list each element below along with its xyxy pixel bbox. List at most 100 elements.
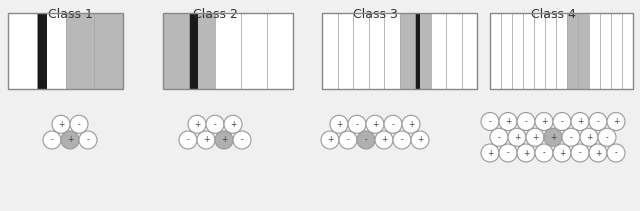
Circle shape [481, 112, 499, 130]
Text: +: + [532, 133, 538, 142]
Bar [578, 13, 589, 89]
Circle shape [517, 112, 535, 130]
Circle shape [357, 131, 375, 149]
Circle shape [233, 131, 251, 149]
Circle shape [553, 144, 571, 162]
Text: +: + [230, 120, 236, 129]
Circle shape [330, 115, 348, 133]
Circle shape [402, 115, 420, 133]
Circle shape [179, 131, 197, 149]
Text: +: + [586, 133, 592, 142]
Bar [415, 13, 431, 89]
Text: Class 1: Class 1 [47, 8, 92, 21]
Circle shape [499, 144, 517, 162]
Bar [189, 13, 215, 89]
Bar [8, 13, 123, 89]
Circle shape [339, 131, 357, 149]
Circle shape [206, 115, 224, 133]
Text: Class 4: Class 4 [531, 8, 575, 21]
Text: +: + [550, 133, 556, 142]
Circle shape [348, 115, 366, 133]
Bar [36, 13, 47, 89]
Circle shape [580, 128, 598, 146]
Circle shape [366, 115, 384, 133]
Bar [567, 13, 578, 89]
Circle shape [517, 144, 535, 162]
Circle shape [393, 131, 411, 149]
Text: +: + [559, 149, 565, 157]
Text: -: - [488, 117, 492, 126]
Circle shape [571, 144, 589, 162]
Circle shape [375, 131, 393, 149]
Circle shape [188, 115, 206, 133]
Text: -: - [356, 120, 358, 129]
Text: +: + [595, 149, 601, 157]
Text: +: + [336, 120, 342, 129]
Circle shape [535, 112, 553, 130]
Text: +: + [372, 120, 378, 129]
Circle shape [607, 112, 625, 130]
Text: +: + [417, 135, 423, 145]
Text: -: - [605, 133, 609, 142]
Text: -: - [614, 149, 618, 157]
Circle shape [499, 112, 517, 130]
Circle shape [321, 131, 339, 149]
Text: +: + [58, 120, 64, 129]
Bar [399, 13, 415, 89]
Circle shape [526, 128, 544, 146]
Text: -: - [241, 135, 243, 145]
Circle shape [52, 115, 70, 133]
Circle shape [61, 131, 79, 149]
Text: -: - [498, 133, 500, 142]
Text: +: + [327, 135, 333, 145]
Text: +: + [523, 149, 529, 157]
Text: -: - [347, 135, 349, 145]
Text: Class 3: Class 3 [353, 8, 397, 21]
Text: -: - [507, 149, 509, 157]
Text: -: - [525, 117, 527, 126]
Circle shape [535, 144, 553, 162]
Circle shape [43, 131, 61, 149]
Circle shape [384, 115, 402, 133]
Text: -: - [579, 149, 581, 157]
Text: +: + [613, 117, 619, 126]
Bar [8, 13, 123, 89]
Circle shape [411, 131, 429, 149]
Text: Class 2: Class 2 [193, 8, 237, 21]
Circle shape [571, 112, 589, 130]
Bar [163, 13, 189, 89]
Text: -: - [401, 135, 403, 145]
Text: +: + [514, 133, 520, 142]
Bar [322, 13, 477, 89]
Circle shape [607, 144, 625, 162]
Text: -: - [596, 117, 600, 126]
Text: -: - [365, 135, 367, 145]
Bar [490, 13, 633, 89]
Text: +: + [381, 135, 387, 145]
Circle shape [544, 128, 562, 146]
Circle shape [508, 128, 526, 146]
Text: +: + [221, 135, 227, 145]
Circle shape [215, 131, 233, 149]
Text: +: + [203, 135, 209, 145]
Circle shape [562, 128, 580, 146]
Bar [322, 13, 477, 89]
Text: -: - [77, 120, 81, 129]
Text: +: + [541, 117, 547, 126]
Bar [415, 13, 420, 89]
Circle shape [79, 131, 97, 149]
Text: -: - [51, 135, 53, 145]
Text: -: - [561, 117, 563, 126]
Bar [94, 13, 123, 89]
Circle shape [70, 115, 88, 133]
Text: +: + [408, 120, 414, 129]
Text: -: - [86, 135, 90, 145]
Bar [65, 13, 94, 89]
Bar [189, 13, 198, 89]
Circle shape [224, 115, 242, 133]
Circle shape [589, 144, 607, 162]
Circle shape [598, 128, 616, 146]
Text: +: + [487, 149, 493, 157]
Bar [490, 13, 633, 89]
Text: +: + [67, 135, 73, 145]
